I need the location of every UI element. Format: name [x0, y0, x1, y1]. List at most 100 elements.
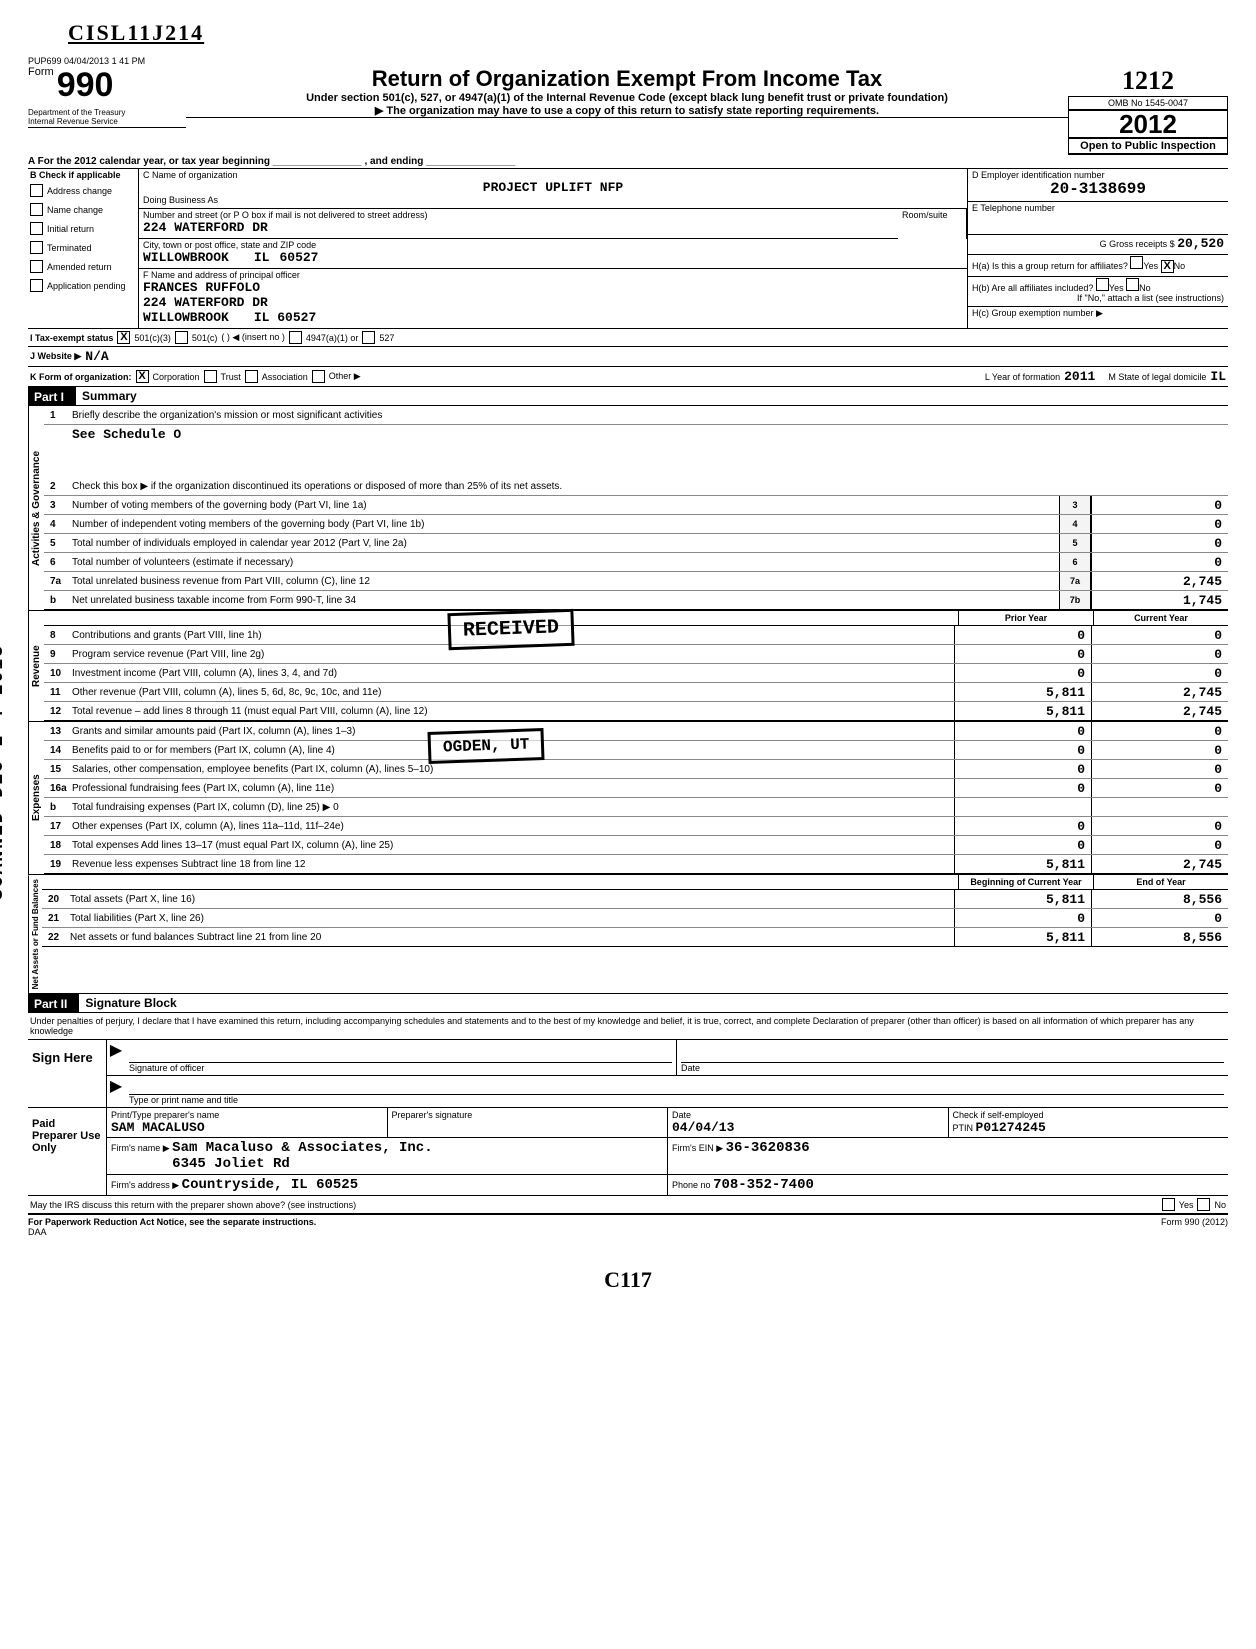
table-row: 20Total assets (Part X, line 16)5,8118,5… [42, 890, 1228, 909]
i-4947-box[interactable] [289, 331, 302, 344]
chk-amended-box[interactable] [30, 260, 43, 273]
table-row: 22Net assets or fund balances Subtract l… [42, 928, 1228, 947]
form-word: Form [28, 66, 54, 78]
phone: 708-352-7400 [713, 1177, 814, 1193]
ha-yes-box[interactable] [1130, 256, 1143, 269]
i-opt-0: 501(c)(3) [134, 333, 171, 343]
sig-officer-label: Signature of officer [129, 1062, 672, 1073]
hb-no-box[interactable] [1126, 278, 1139, 291]
irs-yes-box[interactable] [1162, 1198, 1175, 1211]
k-other-box[interactable] [312, 370, 325, 383]
k-label: K Form of organization: [30, 372, 132, 382]
scanned-stamp: SCANNED DEC 2 4 2013 [0, 644, 8, 900]
firm-ein: 36-3620836 [726, 1140, 810, 1156]
prep-sig-label: Preparer's signature [388, 1108, 669, 1137]
table-row: 8Contributions and grants (Part VIII, li… [44, 626, 1228, 645]
val3: 0 [1091, 496, 1228, 514]
vert-netassets: Net Assets or Fund Balances [28, 875, 42, 993]
table-row: 11Other revenue (Part VIII, column (A), … [44, 683, 1228, 702]
val5: 0 [1091, 534, 1228, 552]
line1-ans: See Schedule O [72, 427, 1228, 442]
bottom-handwritten: C117 [28, 1267, 1228, 1293]
table-row: 13Grants and similar amounts paid (Part … [44, 722, 1228, 741]
ptin-label: PTIN [953, 1123, 974, 1133]
part2-header: Part II Signature Block [28, 994, 1228, 1013]
i-label: I Tax-exempt status [30, 333, 113, 343]
firm-addr1: 6345 Joliet Rd [172, 1156, 290, 1172]
row-a: A For the 2012 calendar year, or tax yea… [28, 155, 1228, 169]
row-i: I Tax-exempt status X501(c)(3) 501(c) ( … [28, 329, 1228, 347]
firm-addr-label: Firm's address ▶ [111, 1180, 179, 1190]
table-row: 16aProfessional fundraising fees (Part I… [44, 779, 1228, 798]
g-val: 20,520 [1177, 236, 1224, 251]
irs-yes: Yes [1179, 1200, 1194, 1210]
org-name: PROJECT UPLIFT NFP [143, 180, 963, 195]
ha-no-box[interactable]: X [1161, 260, 1174, 273]
row-k: K Form of organization: XCorporation Tru… [28, 367, 1228, 387]
chk-address-box[interactable] [30, 184, 43, 197]
hc-label: H(c) Group exemption number ▶ [968, 307, 1228, 322]
city: WILLOWBROOK [143, 250, 229, 265]
city-label: City, town or post office, state and ZIP… [143, 240, 963, 250]
title-block: Return of Organization Exempt From Incom… [186, 66, 1068, 118]
hb-note: If "No," attach a list (see instructions… [972, 293, 1224, 303]
chk-pending-box[interactable] [30, 279, 43, 292]
prep-date: 04/04/13 [672, 1120, 944, 1135]
right-block: 1212 OMB No 1545-0047 2012 Open to Publi… [1068, 66, 1228, 155]
ptin: P01274245 [976, 1120, 1046, 1135]
table-row: 15Salaries, other compensation, employee… [44, 760, 1228, 779]
handwritten-top: CISL11J214 [68, 20, 1228, 46]
g-label: G Gross receipts $ [1100, 239, 1175, 249]
ha-yes: Yes [1143, 261, 1158, 271]
zip: 60527 [279, 250, 318, 265]
chk-name: Name change [47, 205, 103, 215]
i-501c3-box[interactable]: X [117, 331, 130, 344]
k-trust-box[interactable] [204, 370, 217, 383]
line3: Number of voting members of the governin… [72, 500, 1059, 511]
part1-header: Part I Summary [28, 387, 1228, 406]
sig-date-label: Date [681, 1062, 1224, 1073]
irs-no-box[interactable] [1197, 1198, 1210, 1211]
chk-pending: Application pending [47, 281, 126, 291]
table-row: 21Total liabilities (Part X, line 26)00 [42, 909, 1228, 928]
officer-street: 224 WATERFORD DR [143, 295, 963, 310]
hdr-eoy: End of Year [1093, 875, 1228, 889]
prep-name-label: Print/Type preparer's name [111, 1110, 383, 1120]
table-row: 18Total expenses Add lines 13–17 (must e… [44, 836, 1228, 855]
line7a: Total unrelated business revenue from Pa… [72, 576, 1059, 587]
ha-no: No [1174, 261, 1186, 271]
k-opt-0: Corporation [153, 372, 200, 382]
k-opt-3: Other ▶ [329, 371, 361, 382]
line5: Total number of individuals employed in … [72, 538, 1059, 549]
i-501c-box[interactable] [175, 331, 188, 344]
section-c: C Name of organization PROJECT UPLIFT NF… [139, 169, 968, 328]
line1: Briefly describe the organization's miss… [72, 410, 1228, 421]
line7b: Net unrelated business taxable income fr… [72, 595, 1059, 606]
street: 224 WATERFORD DR [143, 220, 894, 235]
i-527-box[interactable] [362, 331, 375, 344]
ha-label: H(a) Is this a group return for affiliat… [972, 261, 1128, 271]
hb-label: H(b) Are all affiliates included? [972, 283, 1093, 293]
officer-city: WILLOWBROOK [143, 310, 229, 325]
right-cells: D Employer identification number 20-3138… [968, 169, 1228, 328]
prep-name: SAM MACALUSO [111, 1120, 383, 1135]
k-assoc-box[interactable] [245, 370, 258, 383]
officer-statezip: IL 60527 [254, 310, 316, 325]
m-val: IL [1210, 369, 1226, 384]
dba-label: Doing Business As [143, 195, 963, 205]
chk-terminated-box[interactable] [30, 241, 43, 254]
chk-initial-box[interactable] [30, 222, 43, 235]
j-label: J Website ▶ [30, 351, 81, 362]
title-main: Return of Organization Exempt From Incom… [186, 66, 1068, 92]
hb-yes-box[interactable] [1096, 278, 1109, 291]
officer-label: F Name and address of principal officer [143, 270, 963, 280]
k-corp-box[interactable]: X [136, 370, 149, 383]
chk-name-box[interactable] [30, 203, 43, 216]
title-sub1: Under section 501(c), 527, or 4947(a)(1)… [186, 92, 1068, 104]
officer-name: FRANCES RUFFOLO [143, 280, 963, 295]
street-label: Number and street (or P O box if mail is… [143, 210, 894, 220]
i-opt-1: 501(c) [192, 333, 218, 343]
form990-footer: Form 990 (2012) [1161, 1217, 1228, 1237]
handwritten-right: 1212 [1068, 66, 1228, 96]
daa: DAA [28, 1227, 47, 1237]
